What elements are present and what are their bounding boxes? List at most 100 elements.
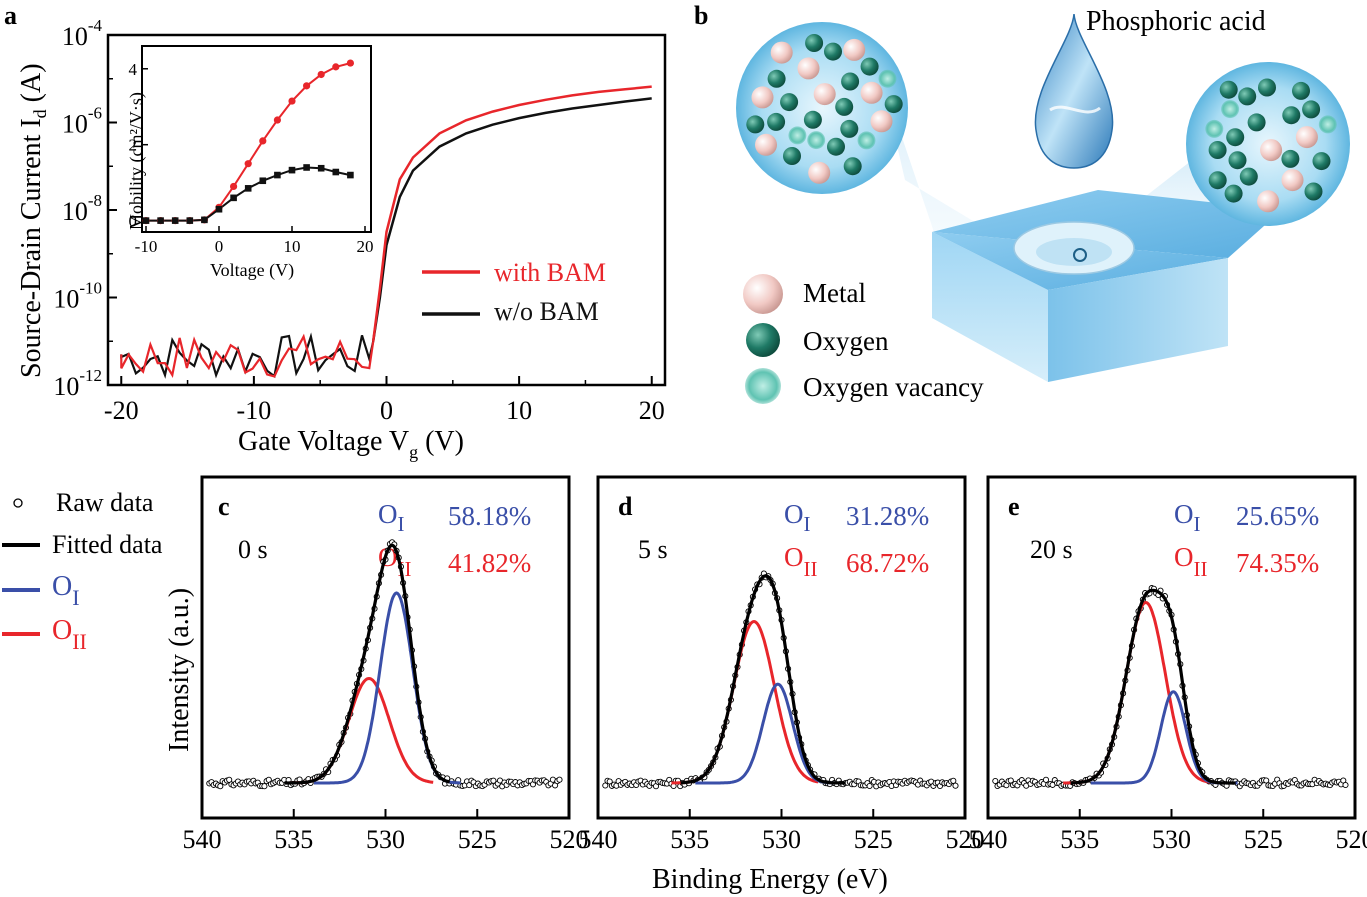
y-tick-label: 10-4 (62, 16, 103, 51)
oxygen-atom (780, 93, 799, 112)
oxygen-atom (803, 110, 822, 129)
panel-a-y-ticks: 10-4 10-6 10-8 10-10 10-12 (53, 16, 117, 401)
fitted-envelope-curve (680, 574, 846, 785)
acid-label: Phosphoric acid (1086, 6, 1266, 37)
raw-data-marker-icon (13, 498, 23, 508)
fitted-envelope-curve (284, 543, 451, 785)
xps-curves (602, 570, 959, 790)
panel-d: d 5 s OI 31.28% OII 68.72% 540 535 530 525 5… (579, 475, 985, 854)
metal-atom (797, 57, 820, 80)
legend-label-oii: OII (52, 615, 87, 654)
xps-curves (992, 585, 1349, 790)
xps-y-axis-title: Intensity (a.u.) (164, 588, 195, 752)
panel-a-x-ticks: -20 -10 0 10 20 (104, 376, 665, 425)
raw-data-point (261, 783, 268, 790)
xps-x-axis-title: Binding Energy (eV) (652, 864, 888, 895)
raw-data-point (1263, 777, 1270, 784)
panel-e-oii-label: OII (1174, 542, 1208, 581)
xps-curves (206, 539, 563, 790)
x-tick-label: 0 (380, 396, 393, 425)
x-tick-label: 530 (762, 825, 801, 854)
x-tick-label: -20 (104, 396, 139, 425)
x-tick-label: 540 (969, 825, 1008, 854)
x-tick-label: 20 (639, 396, 665, 425)
left-zoom-beam (880, 72, 1008, 250)
panel-a-off-state-noise (120, 332, 375, 379)
metal-atom (813, 83, 836, 106)
metal-atom (1295, 126, 1318, 149)
oxygen-atom (827, 137, 845, 156)
inset-point-wo-bam (288, 166, 296, 174)
inset-point-wo-bam (171, 217, 179, 224)
y-tick-label: 10-6 (62, 104, 102, 139)
y-tick-label: 10-10 (53, 279, 102, 314)
oxygen-atom (840, 119, 859, 138)
oxygen-atom-icon (746, 323, 780, 357)
metal-atom (1281, 169, 1304, 192)
inset-x-tick-label: -10 (135, 237, 158, 256)
inset-point-with-bam (303, 82, 311, 90)
oxygen-atom (884, 95, 903, 114)
metal-atom (1260, 139, 1283, 162)
raw-data-point (217, 783, 224, 790)
y-tick-label: 10-8 (62, 191, 102, 226)
metal-atom (755, 133, 777, 156)
panel-e-letter: e (1008, 492, 1020, 521)
oi-component-curve (695, 682, 843, 785)
inset-markers-wo-bam (142, 164, 354, 224)
raw-data-point (992, 777, 999, 785)
panel-e-time: 20 s (1030, 535, 1073, 564)
film-block-left-face (932, 232, 1048, 382)
panel-c: c 0 s OI 58.18% OII 41.82% 540 535 530 525 5… (183, 475, 589, 854)
oxygen-vacancy (788, 126, 807, 145)
oxygen-atom (843, 157, 862, 176)
metal-atom (843, 38, 866, 61)
oxygen-atom (841, 72, 860, 91)
panel-c-oi-label: OI (378, 499, 405, 536)
inset-point-with-bam (259, 137, 267, 145)
inset-point-with-bam (346, 59, 354, 67)
series-line-with-bam (371, 85, 652, 342)
panel-a-letter: a (4, 1, 17, 30)
x-tick-label: 520 (550, 825, 589, 854)
oxygen-vacancy-icon (745, 368, 781, 404)
panel-c-oi-percent: 58.18% (448, 501, 531, 531)
inset-point-with-bam (244, 160, 252, 168)
fitted-envelope-curve (1070, 588, 1236, 785)
x-tick-label: 525 (458, 825, 497, 854)
panel-b-legend: Metal Oxygen Oxygen vacancy (743, 274, 984, 404)
oxygen-vacancy (1205, 119, 1224, 138)
oxygen-atom (746, 115, 765, 134)
legend-label-fitted: Fitted data (52, 530, 163, 559)
x-tick-label: 525 (854, 825, 893, 854)
metal-atom (751, 86, 774, 109)
metal-atom (1257, 190, 1280, 213)
inset-point-wo-bam (347, 171, 354, 179)
panel-a-x-axis-title: Gate Voltage Vg (V) (238, 426, 464, 462)
panel-d-oi-label: OI (784, 499, 811, 536)
oxygen-atom (1226, 128, 1245, 147)
oxygen-vacancy (878, 69, 897, 88)
oii-component-curve (671, 619, 819, 785)
panel-e-oi-label: OI (1174, 499, 1201, 536)
y-tick-label: 10-12 (53, 366, 102, 401)
panel-a-inset: -10 0 10 20 0 2 4 Mobility (cm²/V·s) Voltage … (126, 45, 374, 281)
inset-point-with-bam (317, 70, 325, 79)
inset-point-wo-bam (274, 171, 281, 179)
inset-x-tick-label: 10 (284, 237, 301, 256)
oxygen-vacancy (857, 131, 876, 150)
inset-x-tick-label: 20 (357, 237, 374, 256)
panel-c-letter: c (218, 492, 230, 521)
panel-a-y-axis-title: Source-Drain Current Id (A) (16, 63, 50, 378)
panel-e-oii-percent: 74.35% (1236, 548, 1319, 578)
legend-label-wo-bam: w/o BAM (494, 297, 599, 326)
panel-c-time: 0 s (238, 535, 268, 564)
legend-label-metal: Metal (803, 278, 866, 308)
inset-x-tick-label: 0 (215, 237, 224, 256)
panel-a-legend: with BAM w/o BAM (422, 258, 606, 326)
legend-label-with-bam: with BAM (494, 258, 606, 287)
x-tick-label: 540 (579, 825, 618, 854)
bubble-before-atoms (746, 34, 903, 184)
legend-label-oxygen: Oxygen (803, 326, 889, 356)
